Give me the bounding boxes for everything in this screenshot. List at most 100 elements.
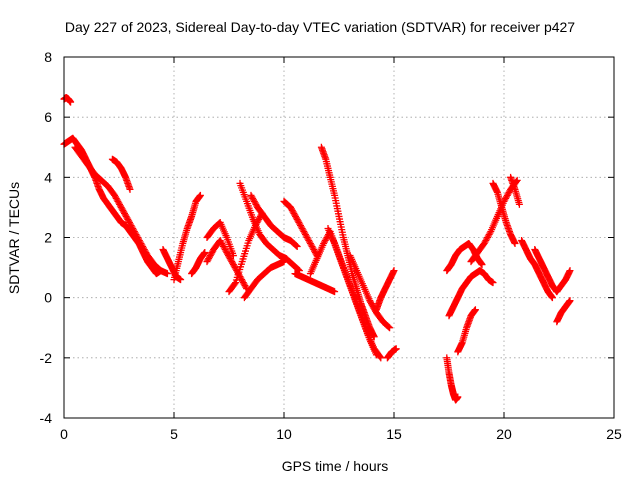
data-point bbox=[117, 203, 125, 211]
data-point bbox=[204, 256, 212, 264]
data-point bbox=[113, 196, 121, 204]
data-point bbox=[566, 297, 574, 305]
data-point bbox=[250, 197, 258, 205]
data-point bbox=[136, 238, 144, 246]
data-point bbox=[231, 280, 239, 288]
data-point bbox=[126, 220, 134, 228]
data-point bbox=[133, 232, 141, 240]
data-point bbox=[206, 252, 214, 260]
data-point bbox=[229, 261, 237, 269]
data-point bbox=[392, 345, 400, 353]
data-point bbox=[306, 238, 314, 246]
data-point bbox=[249, 196, 257, 204]
data-point bbox=[331, 288, 339, 296]
series-trace-20 bbox=[443, 354, 462, 404]
data-point bbox=[127, 221, 135, 229]
data-point bbox=[219, 241, 227, 249]
data-point bbox=[225, 253, 233, 261]
series-trace-26 bbox=[507, 173, 523, 208]
series-trace-16 bbox=[324, 224, 385, 362]
y-tick-label: 6 bbox=[44, 109, 52, 125]
series-trace-25 bbox=[489, 179, 519, 248]
x-tick-label: 15 bbox=[386, 426, 402, 442]
series-trace-12 bbox=[280, 197, 321, 260]
data-point bbox=[141, 247, 149, 255]
data-point bbox=[227, 256, 235, 264]
axes bbox=[63, 56, 615, 419]
data-point bbox=[304, 235, 312, 243]
data-point bbox=[471, 306, 479, 314]
x-tick-label: 5 bbox=[170, 426, 178, 442]
data-point bbox=[505, 188, 513, 196]
y-tick-label: 4 bbox=[44, 169, 52, 185]
data-point bbox=[112, 194, 120, 202]
x-tick-label: 25 bbox=[606, 426, 622, 442]
data-point bbox=[292, 212, 300, 220]
data-point bbox=[221, 246, 229, 254]
data-point bbox=[138, 241, 146, 249]
series-trace-10 bbox=[247, 191, 301, 251]
data-point bbox=[130, 227, 138, 235]
data-point bbox=[287, 205, 295, 213]
data-point bbox=[305, 237, 313, 245]
data-point bbox=[502, 194, 510, 202]
data-point bbox=[239, 279, 247, 287]
data-point bbox=[367, 298, 375, 306]
data-point bbox=[134, 234, 142, 241]
data-point bbox=[566, 267, 574, 275]
data-point bbox=[484, 232, 492, 240]
data-point bbox=[251, 199, 259, 207]
data-point bbox=[217, 238, 225, 246]
data-point bbox=[131, 229, 139, 237]
data-point bbox=[203, 258, 211, 266]
data-point bbox=[297, 223, 305, 231]
data-point bbox=[302, 232, 310, 240]
series-trace-11 bbox=[240, 258, 288, 302]
data-point bbox=[300, 227, 308, 235]
data-point bbox=[309, 244, 317, 252]
data-point bbox=[140, 246, 148, 254]
y-axis-label: SDTVAR / TECUs bbox=[6, 182, 22, 294]
data-point bbox=[124, 215, 132, 223]
data-point bbox=[306, 240, 314, 248]
data-point bbox=[226, 255, 234, 263]
series-trace-19 bbox=[383, 345, 400, 362]
data-point bbox=[128, 223, 136, 231]
data-point bbox=[370, 333, 378, 341]
data-point bbox=[321, 237, 329, 245]
x-axis-label: GPS time / hours bbox=[282, 458, 389, 474]
data-point bbox=[297, 221, 304, 229]
y-tick-label: -2 bbox=[40, 350, 53, 366]
data-point bbox=[293, 215, 301, 223]
data-point bbox=[223, 249, 231, 257]
data-point bbox=[163, 270, 171, 278]
series-trace-23 bbox=[443, 240, 486, 275]
data-point bbox=[125, 217, 133, 225]
data-point bbox=[483, 235, 491, 243]
data-point bbox=[294, 217, 302, 225]
series-trace-28 bbox=[531, 246, 561, 296]
x-tick-label: 0 bbox=[60, 426, 68, 442]
y-tick-label: 0 bbox=[44, 290, 52, 306]
data-point bbox=[129, 224, 137, 232]
x-tick-label: 20 bbox=[496, 426, 512, 442]
series-start-high bbox=[60, 94, 75, 106]
data-point bbox=[238, 277, 246, 285]
data-point bbox=[220, 244, 228, 252]
series-trace-27 bbox=[518, 237, 556, 302]
y-tick-label: 2 bbox=[44, 230, 52, 246]
data-point bbox=[454, 393, 462, 401]
data-point bbox=[481, 238, 489, 246]
data-point bbox=[377, 354, 385, 362]
data-point bbox=[289, 208, 297, 216]
data-point bbox=[482, 237, 490, 245]
data-point bbox=[207, 250, 215, 258]
data-point bbox=[296, 220, 304, 228]
data-point bbox=[367, 300, 375, 308]
data-point bbox=[119, 206, 127, 214]
data-point bbox=[111, 193, 119, 201]
data-point bbox=[231, 264, 239, 272]
data-point bbox=[478, 261, 486, 269]
data-point bbox=[205, 255, 213, 263]
